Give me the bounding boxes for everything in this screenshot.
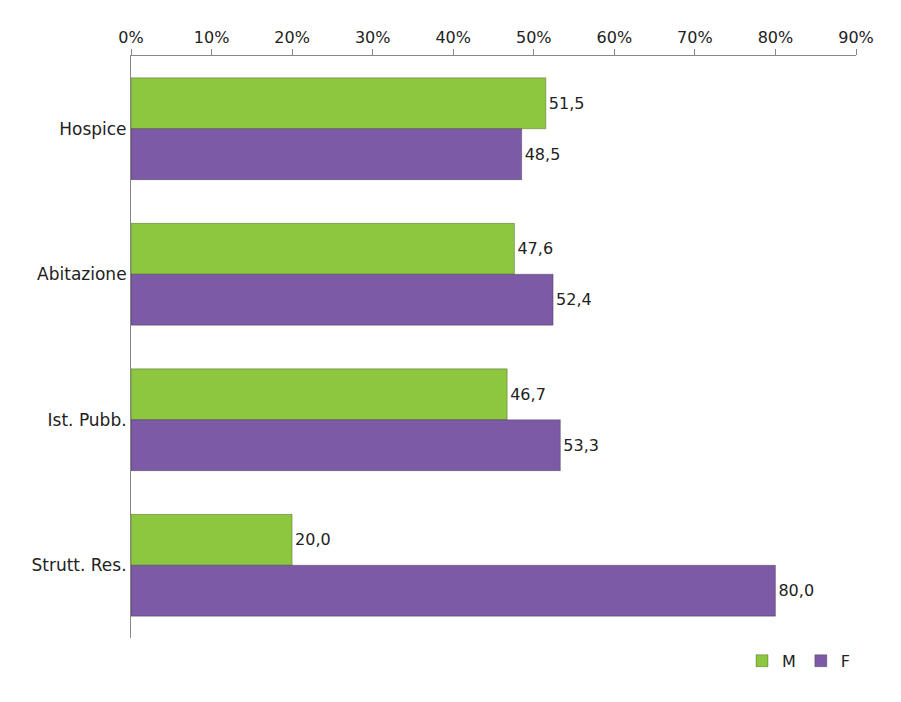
svg-text:70%: 70% [677,28,713,47]
svg-text:48,5: 48,5 [525,145,561,164]
svg-text:0%: 0% [118,28,143,47]
svg-text:51,5: 51,5 [549,94,585,113]
svg-text:20,0: 20,0 [295,530,331,549]
svg-text:50%: 50% [516,28,552,47]
svg-text:20%: 20% [274,28,310,47]
svg-text:10%: 10% [194,28,230,47]
svg-text:M: M [782,652,796,671]
svg-text:Hospice: Hospice [59,119,126,139]
svg-text:40%: 40% [435,28,471,47]
svg-text:80,0: 80,0 [778,581,814,600]
svg-text:Strutt. Res.: Strutt. Res. [31,555,126,575]
svg-text:52,4: 52,4 [556,290,592,309]
svg-text:Ist. Pubb.: Ist. Pubb. [48,410,127,430]
svg-text:53,3: 53,3 [563,436,599,455]
svg-text:90%: 90% [838,28,874,47]
svg-text:80%: 80% [758,28,794,47]
svg-text:F: F [841,652,850,671]
svg-text:60%: 60% [597,28,633,47]
svg-text:47,6: 47,6 [517,239,553,258]
svg-text:30%: 30% [355,28,391,47]
svg-text:Abitazione: Abitazione [37,264,127,284]
svg-text:46,7: 46,7 [510,385,546,404]
